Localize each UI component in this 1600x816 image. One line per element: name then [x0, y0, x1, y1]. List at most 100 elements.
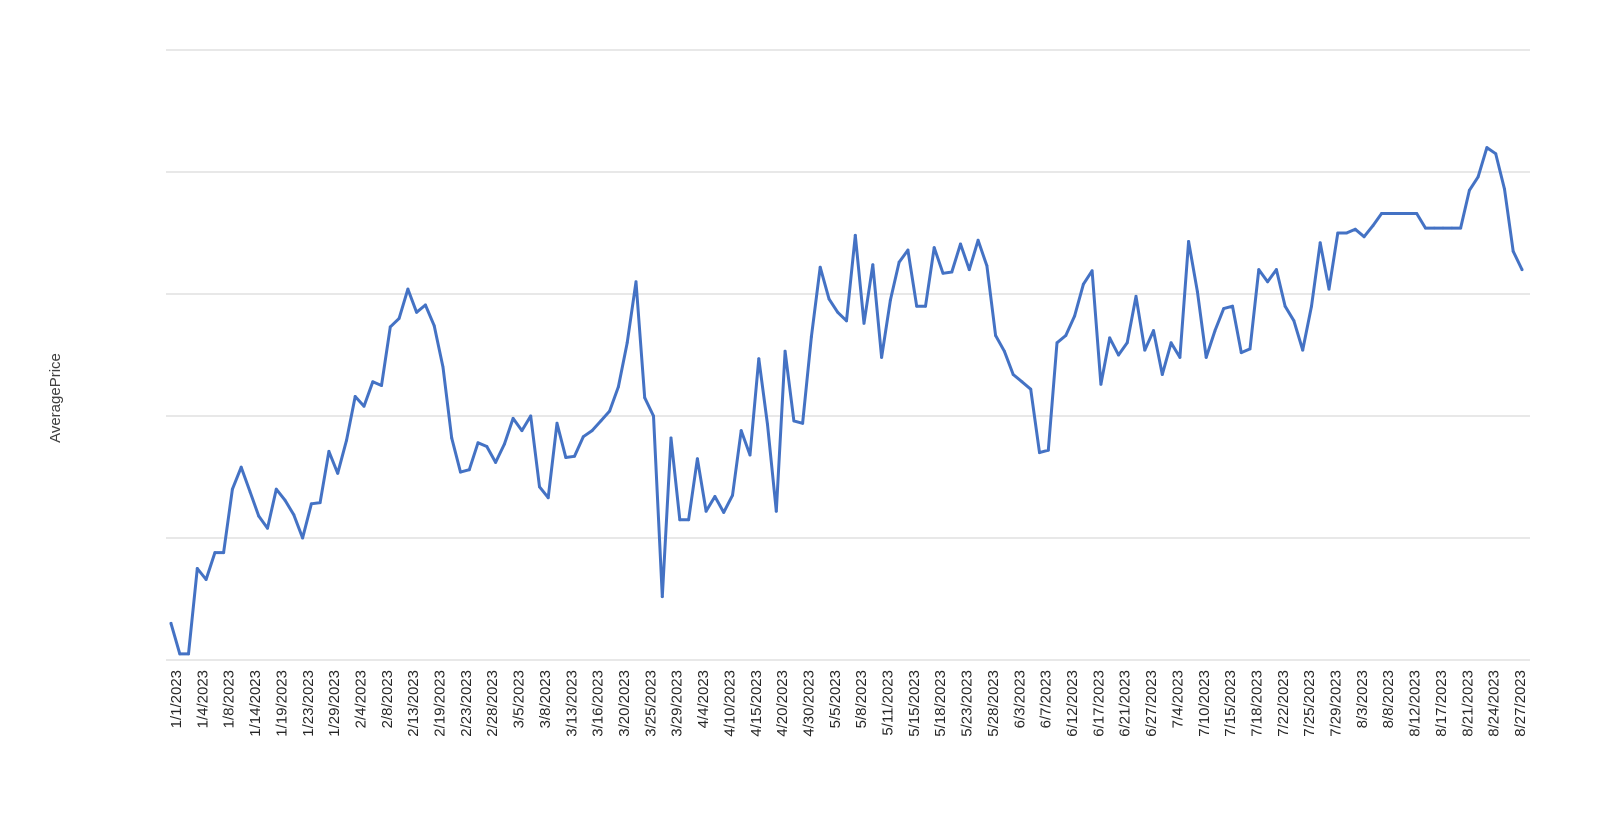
data-point	[1231, 304, 1234, 308]
data-point	[915, 304, 919, 308]
data-point	[1327, 287, 1331, 291]
data-point	[1002, 349, 1006, 353]
data-point	[1318, 241, 1322, 245]
data-point	[1257, 268, 1261, 272]
data-point	[818, 265, 822, 269]
average-price-series-line	[169, 146, 1524, 656]
data-point	[397, 316, 401, 320]
data-point	[643, 396, 647, 400]
data-point	[222, 551, 226, 555]
x-tick-label: 5/11/2023	[879, 670, 896, 736]
x-tick-label: 4/20/2023	[774, 670, 791, 737]
x-tick-label: 1/29/2023	[326, 670, 343, 737]
x-tick-label: 7/4/2023	[1169, 670, 1186, 728]
data-point	[783, 349, 787, 353]
data-point	[538, 485, 541, 489]
x-tick-label: 6/3/2023	[1011, 670, 1028, 728]
data-point	[309, 502, 313, 506]
data-point	[1178, 355, 1182, 359]
data-point	[1046, 448, 1050, 452]
x-tick-label: 8/21/2023	[1459, 670, 1476, 737]
x-tick-label: 5/15/2023	[906, 670, 923, 737]
data-point	[274, 487, 278, 491]
data-point	[1441, 226, 1445, 230]
data-point	[1064, 334, 1068, 337]
data-point	[862, 321, 866, 325]
data-point	[967, 268, 971, 272]
data-point	[985, 264, 989, 268]
data-point	[1108, 336, 1112, 340]
data-point	[774, 509, 778, 513]
data-point	[695, 457, 699, 461]
data-point	[1415, 212, 1419, 215]
data-point	[1283, 304, 1287, 308]
data-point	[1397, 212, 1401, 215]
data-point	[327, 449, 331, 453]
y-gridlines	[166, 49, 1530, 661]
data-point	[380, 384, 383, 387]
data-point	[660, 595, 664, 599]
data-point	[906, 248, 910, 252]
data-point	[625, 341, 629, 345]
data-point	[1152, 329, 1155, 333]
data-point	[1038, 451, 1041, 455]
data-point	[520, 429, 524, 433]
x-tick-label: 8/24/2023	[1486, 670, 1503, 737]
x-tick-label: 7/29/2023	[1327, 670, 1344, 737]
x-tick-label: 7/18/2023	[1248, 670, 1265, 737]
data-point	[345, 438, 348, 442]
data-point	[1345, 231, 1348, 235]
data-point	[564, 456, 568, 459]
data-point	[485, 445, 489, 448]
data-point	[1424, 226, 1427, 230]
data-point	[1029, 387, 1033, 391]
y-axis-title: AveragePrice	[47, 353, 64, 443]
data-point	[1055, 341, 1059, 345]
data-point	[230, 487, 234, 491]
data-point	[467, 468, 471, 472]
data-point	[494, 460, 498, 464]
x-tick-label: 1/4/2023	[194, 670, 211, 728]
x-tick-label: 8/8/2023	[1380, 670, 1397, 728]
data-point	[599, 419, 603, 423]
data-point	[1362, 235, 1366, 239]
data-point	[1432, 226, 1436, 230]
x-tick-label: 1/14/2023	[247, 670, 264, 737]
data-point	[529, 414, 533, 418]
data-point	[590, 429, 594, 433]
data-point	[950, 270, 954, 274]
data-point	[283, 498, 287, 502]
data-point	[827, 297, 831, 301]
data-point	[1125, 341, 1129, 345]
data-point	[1336, 231, 1340, 235]
data-point	[1134, 294, 1138, 298]
data-point	[1213, 329, 1217, 333]
data-point	[1371, 224, 1375, 228]
data-point	[1204, 355, 1208, 359]
data-point	[423, 303, 427, 307]
data-point	[1099, 382, 1103, 386]
x-tick-label: 4/30/2023	[800, 670, 817, 737]
data-point	[976, 238, 980, 242]
x-tick-label: 4/15/2023	[748, 670, 765, 737]
data-point	[555, 421, 559, 425]
data-point	[266, 526, 269, 530]
data-point	[318, 501, 322, 505]
x-tick-label: 2/28/2023	[484, 670, 501, 737]
data-point	[1485, 146, 1489, 150]
data-point	[809, 335, 813, 339]
data-point	[652, 414, 655, 418]
x-tick-label: 5/8/2023	[853, 670, 870, 728]
x-tick-label: 2/8/2023	[379, 670, 396, 728]
data-point	[924, 304, 927, 308]
x-tick-label: 8/27/2023	[1512, 670, 1529, 737]
data-point	[1274, 268, 1278, 272]
data-point	[1090, 269, 1094, 273]
x-axis-tick-labels: 1/1/2023 1/4/2023 1/8/2023 1/14/2023 1/19/20…	[168, 670, 1529, 737]
data-point	[213, 551, 217, 555]
x-tick-label: 8/17/2023	[1433, 670, 1450, 737]
data-point	[371, 380, 375, 384]
x-tick-label: 7/15/2023	[1222, 670, 1239, 737]
data-point	[1292, 319, 1296, 323]
